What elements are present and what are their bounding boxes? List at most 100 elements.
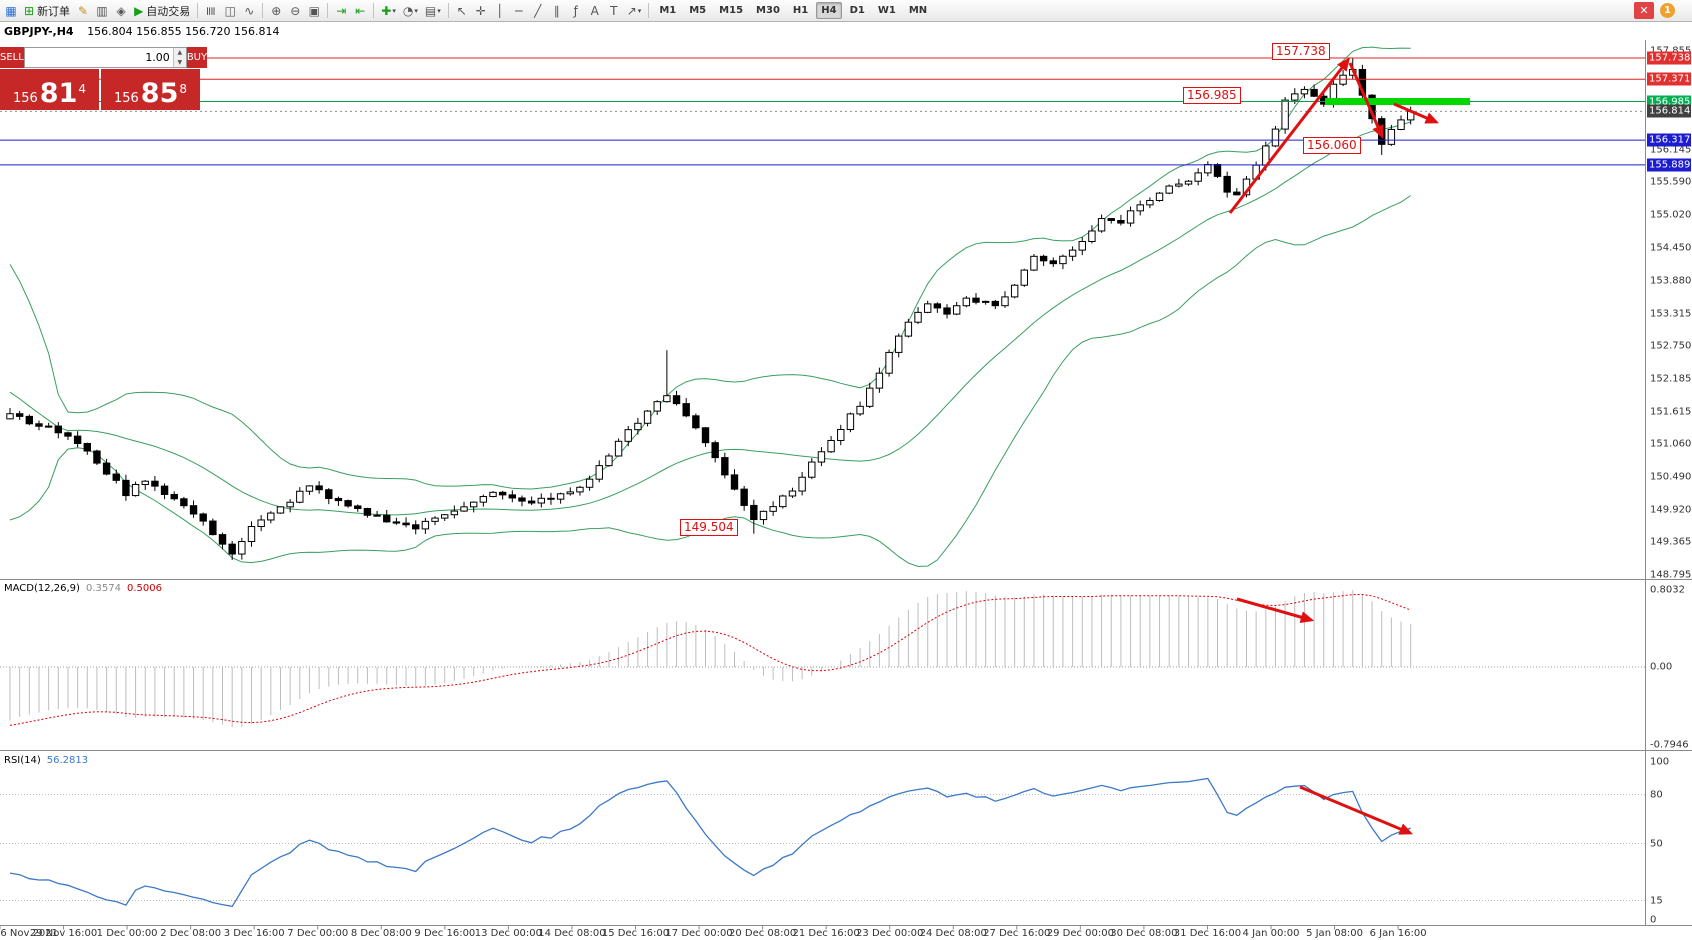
annotation-label-pullback: 156.060: [1303, 137, 1361, 154]
line-chart-icon[interactable]: ∿: [240, 2, 258, 20]
horizontal-line-icon: ─: [515, 3, 523, 18]
navigator-icon[interactable]: ◈: [112, 2, 130, 20]
buy-button[interactable]: BUY: [186, 47, 208, 68]
timeframe-h4-button[interactable]: H4: [816, 2, 842, 19]
autotrading-button-label: 自动交易: [146, 4, 191, 18]
fibonacci-icon[interactable]: ƒ: [567, 2, 585, 20]
buy-price-pip: 8: [179, 82, 188, 96]
timeframe-m5-button[interactable]: M5: [689, 5, 707, 16]
bar-chart-icon[interactable]: ≣: [202, 2, 220, 20]
volume-decrease-button[interactable]: ▼: [173, 57, 186, 67]
macd-title: MACD(12,26,9): [4, 583, 80, 594]
buy-price-prefix: 156: [113, 90, 139, 106]
templates-icon[interactable]: ▤ ▾: [422, 2, 444, 20]
channel-icon: ∥: [553, 3, 560, 18]
autotrading-button[interactable]: ▶ 自动交易: [131, 2, 193, 20]
sell-price-prefix: 156: [12, 90, 38, 106]
timeframe-h1-button[interactable]: H1: [792, 5, 809, 16]
chart-title: GBPJPY-,H4 156.804 156.855 156.720 156.8…: [4, 25, 280, 38]
crosshair-icon: ✛: [475, 3, 486, 18]
market-watch-icon[interactable]: ▥: [93, 2, 111, 20]
zoom-in-icon[interactable]: ⊕: [267, 2, 285, 20]
toolbar-separator: [327, 3, 329, 18]
buy-price-big: 85: [140, 78, 179, 110]
new-order-button-label: 新订单: [37, 4, 71, 18]
toolbar-separator: [447, 3, 449, 18]
sell-button[interactable]: SELL: [0, 47, 24, 68]
auto-scroll-icon[interactable]: ⇥: [332, 2, 350, 20]
volume-box: ▲ ▼: [23, 47, 187, 68]
dropdown-arrow-icon: ▾: [437, 6, 441, 15]
templates-icon: ▤: [424, 3, 437, 18]
vertical-line-icon[interactable]: │: [491, 2, 509, 20]
timeframe-w1-button[interactable]: W1: [877, 5, 896, 16]
rsi-indicator-label: RSI(14) 56.2813: [4, 755, 88, 766]
vertical-line-icon: │: [496, 3, 504, 18]
app-icon[interactable]: ▦: [2, 2, 20, 20]
one-click-trading-panel: SELL ▲ ▼ BUY 156 81 4 156 85 8: [0, 47, 208, 110]
ohlc-values: 156.804 156.855 156.720 156.814: [87, 25, 280, 38]
trendline-icon[interactable]: ╱: [529, 2, 547, 20]
macd-signal-value: 0.5006: [126, 583, 162, 594]
tile-windows-icon: ▣: [308, 3, 320, 18]
candlestick-chart-icon: ◫: [224, 3, 236, 18]
periods-icon: ◔: [402, 3, 414, 18]
navigator-icon: ◈: [116, 3, 126, 18]
toolbar-separator: [197, 3, 199, 18]
timeframe-m1-button[interactable]: M1: [659, 5, 677, 16]
notification-badge[interactable]: 1: [1660, 3, 1675, 18]
fibonacci-icon: ƒ: [573, 3, 578, 18]
metaeditor-icon[interactable]: ✎: [74, 2, 92, 20]
rsi-value: 56.2813: [46, 755, 89, 766]
candlestick-chart-icon[interactable]: ◫: [221, 2, 239, 20]
rsi-title: RSI(14): [4, 755, 41, 766]
indicators-icon[interactable]: ✚ ▾: [378, 2, 399, 20]
buy-price-button[interactable]: 156 85 8: [101, 69, 200, 110]
close-icon: ✕: [1639, 4, 1649, 17]
auto-scroll-icon: ⇥: [336, 3, 347, 18]
new-order-button[interactable]: ⊞ 新订单: [21, 2, 73, 20]
bar-chart-icon: ≣: [204, 5, 219, 16]
tile-windows-icon[interactable]: ▣: [305, 2, 323, 20]
autotrading-icon: ▶: [134, 3, 144, 18]
cursor-icon[interactable]: ↖: [453, 2, 471, 20]
volume-increase-button[interactable]: ▲: [173, 48, 186, 58]
timeframe-d1-button[interactable]: D1: [849, 5, 865, 16]
timeframe-mn-button[interactable]: MN: [908, 5, 928, 16]
text-icon[interactable]: A: [586, 2, 604, 20]
annotation-label-peak: 157.738: [1272, 43, 1330, 60]
chart-shift-icon[interactable]: ⇤: [351, 2, 369, 20]
toolbar-separator: [373, 3, 375, 18]
sell-price-big: 81: [39, 78, 78, 110]
text-icon: A: [590, 3, 599, 18]
main-toolbar: ▦ ⊞ 新订单 ✎ ▥ ◈ ▶ 自动交易 ≣ ◫ ∿ ⊕ ⊖ ▣ ⇥ ⇤ ✚ ▾ ◔ ▾ ▤ ▾ ↖ ✛ │ ─ ╱ ∥ ƒ A T ↗ ▾ M1…: [0, 0, 1692, 22]
annotation-label-zone: 156.985: [1183, 87, 1241, 104]
dropdown-arrow-icon: ▾: [414, 6, 418, 15]
volume-input[interactable]: [24, 48, 173, 67]
indicators-icon: ✚: [381, 3, 392, 18]
zoom-out-icon[interactable]: ⊖: [286, 2, 304, 20]
arrows-icon[interactable]: ↗ ▾: [624, 2, 645, 20]
text-label-icon: T: [610, 3, 618, 18]
line-chart-icon: ∿: [244, 3, 255, 18]
crosshair-icon[interactable]: ✛: [472, 2, 490, 20]
symbol-period-label: GBPJPY-,H4: [4, 25, 74, 38]
annotation-label-low: 149.504: [680, 519, 738, 536]
horizontal-line-icon[interactable]: ─: [510, 2, 528, 20]
cursor-icon: ↖: [456, 3, 467, 18]
channel-icon[interactable]: ∥: [548, 2, 566, 20]
text-label-icon[interactable]: T: [605, 2, 623, 20]
macd-main-value: 0.3574: [85, 583, 121, 594]
dropdown-arrow-icon: ▾: [637, 6, 642, 15]
timeframe-m15-button[interactable]: M15: [719, 5, 744, 16]
sell-price-button[interactable]: 156 81 4: [0, 69, 99, 110]
sell-price-pip: 4: [78, 82, 87, 96]
timeframe-m30-button[interactable]: M30: [756, 5, 780, 16]
new-order-icon: ⊞: [24, 3, 35, 18]
toolbar-separator: [648, 3, 650, 18]
close-button[interactable]: ✕: [1634, 2, 1654, 19]
chart-shift-icon: ⇤: [355, 3, 366, 18]
zoom-in-icon: ⊕: [271, 3, 282, 18]
periods-icon[interactable]: ◔ ▾: [400, 2, 421, 20]
